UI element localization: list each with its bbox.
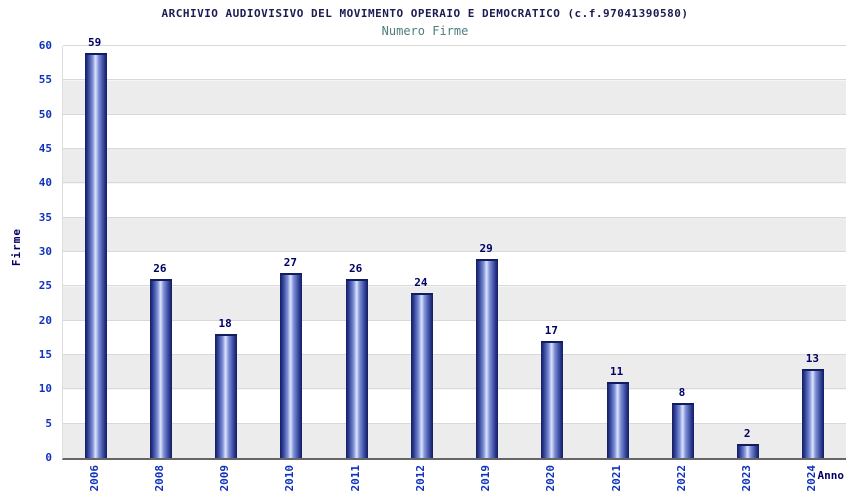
gridline [63, 354, 846, 355]
y-tick-label: 10 [38, 382, 52, 396]
y-tick-label: 45 [38, 142, 52, 155]
x-axis-label: Anno [817, 469, 845, 482]
gridline [63, 182, 846, 184]
y-tick-label: 60 [38, 39, 52, 52]
gridline [63, 148, 846, 149]
bar [541, 341, 564, 458]
x-tick-label: 2009 [218, 465, 232, 492]
x-tick-label: 2011 [348, 465, 362, 492]
gridline [63, 388, 846, 390]
bar-value-label: 27 [283, 255, 297, 269]
bar [476, 258, 499, 458]
x-tick-label: 2019 [479, 465, 493, 492]
bar-value-label: 2 [743, 427, 751, 441]
x-tick-label: 2008 [152, 465, 166, 492]
y-tick-label: 5 [45, 416, 52, 430]
gridline [63, 251, 846, 252]
bar-value-label: 59 [88, 35, 102, 49]
y-tick-label: 55 [38, 73, 52, 87]
bar-value-label: 24 [414, 276, 428, 290]
bar-value-label: 26 [153, 262, 167, 276]
x-tick-label: 2024 [805, 465, 819, 492]
x-tick-label: 2020 [544, 465, 558, 492]
bar [149, 279, 172, 458]
gridline [63, 285, 846, 287]
chart-subtitle: Numero Firme [381, 24, 469, 38]
bar-value-label: 8 [678, 386, 686, 400]
x-tick-label: 2006 [87, 465, 101, 492]
bar-value-label: 18 [218, 317, 232, 331]
bar [280, 272, 303, 458]
gridline [63, 79, 846, 81]
bar-value-label: 17 [544, 324, 558, 338]
bar-value-label: 13 [805, 351, 819, 365]
y-tick-label: 0 [45, 451, 52, 464]
bar-value-label: 29 [479, 241, 493, 255]
gridline [63, 422, 846, 424]
gridline [63, 45, 846, 46]
bar [737, 444, 760, 458]
x-tick-label: 2021 [609, 465, 623, 492]
y-tick-label: 25 [38, 279, 52, 293]
bar [215, 334, 238, 458]
x-tick-label: 2022 [674, 465, 688, 492]
y-tick-label: 50 [38, 107, 52, 121]
x-tick-label: 2012 [413, 465, 427, 492]
bar [606, 382, 629, 458]
bar [84, 52, 107, 458]
y-tick-label: 15 [38, 348, 52, 361]
y-tick-label: 20 [38, 313, 52, 327]
x-tick-label: 2010 [283, 465, 297, 492]
bar [410, 293, 433, 458]
gridline [63, 319, 846, 321]
gridline [63, 216, 846, 218]
y-tick-label: 40 [38, 176, 52, 190]
gridline [63, 113, 846, 115]
x-tick-label: 2023 [740, 465, 754, 492]
bar-value-label: 11 [610, 365, 624, 379]
bar-value-label: 26 [349, 262, 363, 276]
bar [802, 368, 825, 458]
y-tick-label: 35 [38, 210, 52, 224]
chart-title: ARCHIVIO AUDIOVISIVO DEL MOVIMENTO OPERA… [161, 7, 689, 20]
y-tick-label: 30 [38, 245, 52, 258]
bar [671, 403, 694, 458]
bar [345, 279, 368, 458]
plot-area [62, 45, 846, 460]
